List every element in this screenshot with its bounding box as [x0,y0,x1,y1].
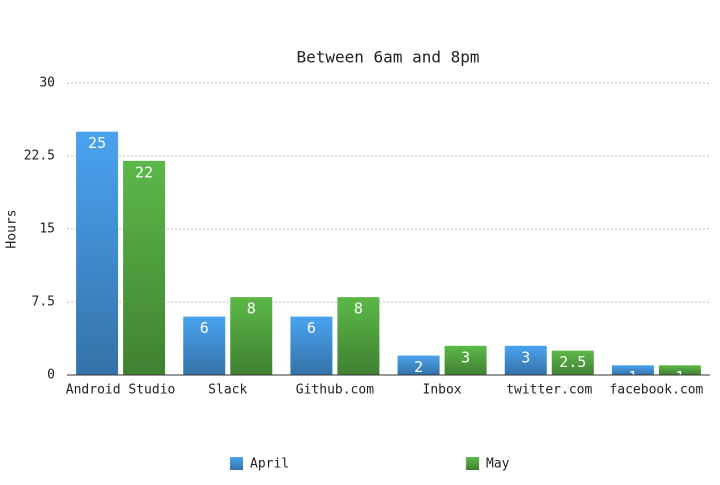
y-tick-label: 7.5 [32,295,55,310]
x-tick-label: Slack [208,383,247,398]
bar [290,316,333,375]
x-tick-label: facebook.com [609,383,703,398]
data-label: 22 [135,163,153,181]
data-label: 2 [414,358,423,376]
bar [230,297,273,375]
bar [504,345,547,375]
bar [611,365,654,375]
bar [444,345,487,375]
data-label: 2.5 [559,353,586,371]
x-tick-label: Android Studio [66,383,176,398]
data-label: 1 [675,368,684,386]
legend-swatch [466,457,479,470]
bar [337,297,380,375]
bar [76,131,119,375]
data-label: 1 [628,368,637,386]
y-axis-label: Hours [5,209,20,248]
y-tick-label: 22.5 [24,149,55,164]
bar [551,350,594,375]
bar [658,365,701,375]
data-label: 6 [200,319,209,337]
data-label: 3 [521,348,530,366]
data-label: 6 [307,319,316,337]
x-tick-label: Github.com [296,383,374,398]
bar [397,355,440,375]
x-tick-label: twitter.com [506,383,592,398]
bar [123,160,166,375]
legend-swatch [230,457,243,470]
y-tick-label: 15 [39,222,55,237]
legend-label: April [250,457,289,472]
y-tick-label: 30 [39,76,55,91]
chart-title: Between 6am and 8pm [296,48,479,67]
data-label: 3 [461,348,470,366]
legend-label: May [486,457,510,472]
bar [183,316,226,375]
x-tick-label: Inbox [423,383,462,398]
data-label: 8 [247,300,256,318]
data-label: 25 [88,134,106,152]
y-tick-label: 0 [47,368,55,383]
data-label: 8 [354,300,363,318]
